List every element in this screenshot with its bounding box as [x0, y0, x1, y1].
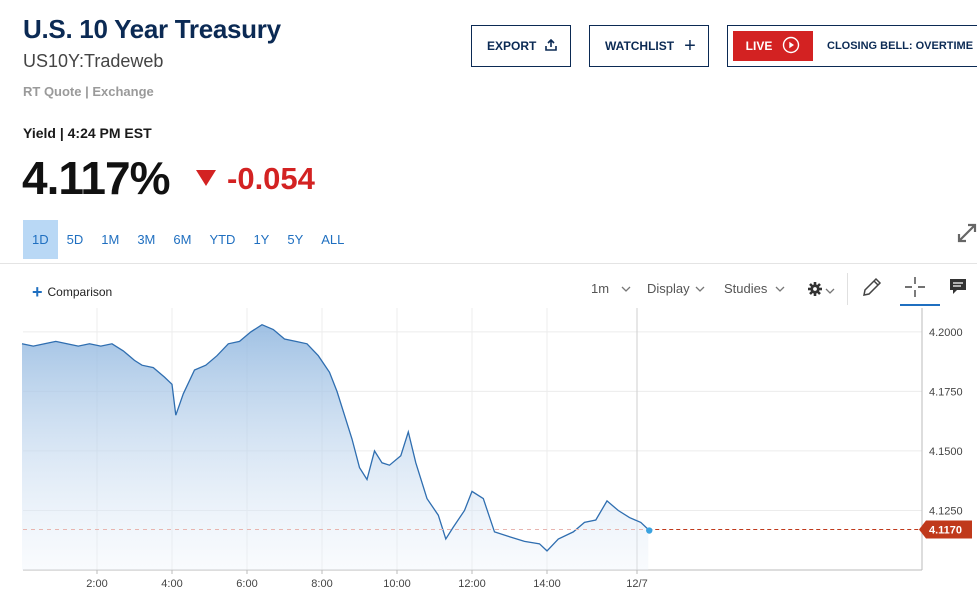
- x-tick-label: 8:00: [311, 578, 332, 590]
- range-tab-1y[interactable]: 1Y: [253, 232, 270, 247]
- range-tab-6m[interactable]: 6M: [173, 232, 192, 247]
- x-tick-label: 2:00: [86, 578, 107, 590]
- comparison-label: Comparison: [47, 285, 113, 299]
- live-tag: LIVE: [733, 31, 813, 61]
- plus-icon: +: [684, 35, 696, 57]
- export-button[interactable]: EXPORT: [471, 25, 571, 67]
- y-tick-label: 4.1500: [929, 446, 963, 458]
- plus-icon: +: [32, 282, 43, 302]
- yield-change: -0.054: [227, 161, 315, 196]
- comparison-button[interactable]: + Comparison: [32, 283, 112, 301]
- quote-source: RT Quote | Exchange: [23, 84, 154, 99]
- live-label: LIVE: [745, 39, 773, 53]
- range-tab-ytd[interactable]: YTD: [209, 232, 236, 247]
- range-tab-all[interactable]: ALL: [321, 232, 345, 247]
- chevron-down-icon: [621, 281, 631, 296]
- crosshair-icon[interactable]: [904, 276, 926, 303]
- x-tick-label: 10:00: [383, 578, 411, 590]
- yield-timestamp: Yield | 4:24 PM EST: [23, 125, 152, 141]
- last-value-label: 4.1170: [929, 525, 962, 537]
- display-dropdown[interactable]: Display: [647, 281, 705, 296]
- x-tick-label: 12:00: [458, 578, 486, 590]
- symbol-label: US10Y:Tradeweb: [23, 51, 164, 71]
- y-tick-label: 4.2000: [929, 327, 963, 339]
- last-value-dot: [646, 527, 653, 534]
- y-tick-label: 4.1750: [929, 386, 963, 398]
- y-tick-label: 4.1250: [929, 505, 963, 517]
- share-up-icon: [545, 38, 558, 54]
- expand-arrows-icon[interactable]: [956, 222, 977, 249]
- interval-dropdown[interactable]: 1m: [591, 281, 631, 296]
- gear-icon: [807, 281, 823, 300]
- chevron-down-icon: [695, 281, 705, 296]
- pencil-icon[interactable]: [861, 276, 883, 303]
- range-tab-1d[interactable]: 1D: [23, 220, 58, 259]
- watchlist-button[interactable]: WATCHLIST +: [589, 25, 709, 67]
- studies-dropdown[interactable]: Studies: [724, 281, 785, 296]
- x-tick-label: 6:00: [236, 578, 257, 590]
- live-program-text: CLOSING BELL: OVERTIME: [827, 40, 974, 52]
- range-tabs: 1D 5D 1M 3M 6M YTD 1Y 5Y ALL: [23, 220, 353, 259]
- crosshair-active-indicator: [900, 304, 940, 306]
- x-tick-label: 12/7: [626, 578, 647, 590]
- range-tab-3m[interactable]: 3M: [137, 232, 156, 247]
- settings-dropdown[interactable]: [807, 281, 835, 300]
- down-arrow-icon: [195, 169, 217, 192]
- yield-line: [21, 323, 649, 552]
- last-yield: 4.117%: [22, 152, 170, 204]
- x-tick-label: 14:00: [533, 578, 561, 590]
- yield-chart[interactable]: 4.2000 4.1750 4.1500 4.1250 4.1170 2:00 4:00 6:…: [0, 308, 977, 599]
- chevron-down-icon: [775, 281, 785, 296]
- range-tab-1m[interactable]: 1M: [101, 232, 120, 247]
- studies-label: Studies: [724, 281, 768, 296]
- page-title: U.S. 10 Year Treasury: [23, 14, 281, 44]
- export-label: EXPORT: [487, 39, 537, 53]
- range-tab-5y[interactable]: 5Y: [287, 232, 304, 247]
- range-tab-5d[interactable]: 5D: [66, 232, 84, 247]
- display-label: Display: [647, 281, 690, 296]
- live-button[interactable]: LIVE CLOSING BELL: OVERTIME: [727, 25, 977, 67]
- comment-icon[interactable]: [948, 276, 968, 301]
- chevron-down-icon: [825, 283, 835, 298]
- play-circle-icon: [782, 36, 800, 57]
- x-tick-label: 4:00: [161, 578, 182, 590]
- yield-area-fill: [22, 324, 649, 570]
- last-value-tag: [919, 520, 972, 539]
- watchlist-label: WATCHLIST: [605, 39, 675, 53]
- toolbar-separator: [847, 273, 848, 305]
- divider: [0, 263, 977, 264]
- interval-label: 1m: [591, 281, 610, 296]
